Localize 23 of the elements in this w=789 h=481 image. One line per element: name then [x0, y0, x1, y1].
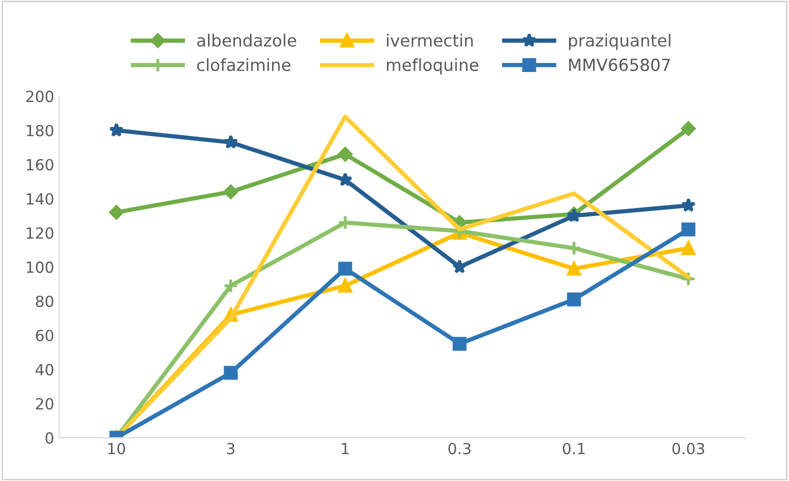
- legend-label: ivermectin: [386, 34, 473, 47]
- y-tick-label: 20: [36, 398, 54, 410]
- x-tick-label: 3: [227, 442, 234, 454]
- y-tick-label: 180: [26, 124, 54, 136]
- legend-label: praziquantel: [569, 34, 670, 50]
- legend-label: albendazole: [197, 34, 296, 47]
- x-tick-label: 1: [342, 443, 349, 454]
- legend-label: mefloquine: [386, 58, 478, 74]
- x-tick-label: 0.03: [672, 442, 704, 454]
- x-tick-label: 10: [108, 442, 126, 454]
- y-tick-label: 120: [26, 227, 54, 239]
- y-tick-label: 0: [46, 432, 54, 444]
- legend-label: clofazimine: [197, 58, 290, 72]
- x-tick-label: 0.3: [448, 442, 471, 454]
- y-tick-label: 80: [36, 296, 54, 308]
- x-tick-label: 0.1: [562, 442, 585, 454]
- y-tick-label: 60: [36, 330, 54, 342]
- y-tick-label: 140: [26, 193, 54, 205]
- y-tick-label: 100: [26, 261, 54, 273]
- y-tick-label: 40: [36, 364, 54, 376]
- y-tick-label: 200: [26, 90, 54, 102]
- y-tick-label: 160: [26, 158, 54, 171]
- legend-label: MMV665807: [569, 58, 670, 72]
